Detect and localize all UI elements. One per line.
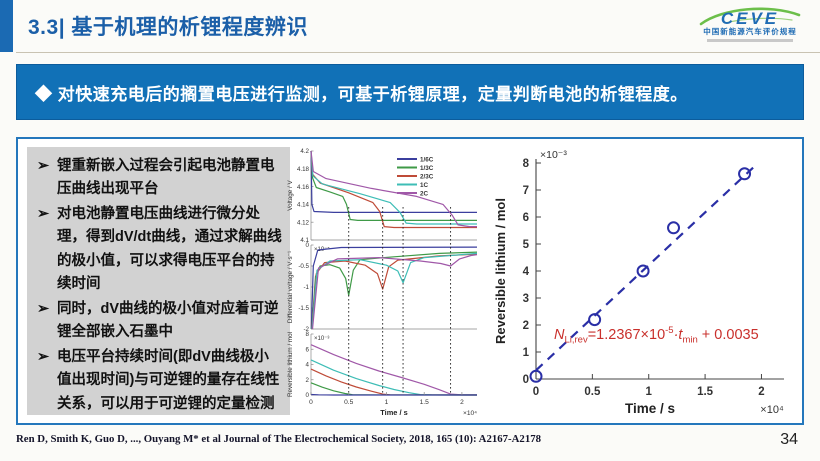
svg-text:8: 8: [306, 331, 310, 338]
logo-subtext-line: [707, 39, 793, 42]
svg-text:2: 2: [460, 399, 464, 406]
equation-symbol: N: [554, 326, 565, 343]
svg-text:0: 0: [306, 392, 310, 399]
svg-text:1C: 1C: [420, 182, 429, 189]
svg-text:8: 8: [523, 158, 530, 170]
svg-text:5: 5: [523, 239, 530, 251]
logo-name: CEVE: [720, 9, 780, 28]
svg-text:3: 3: [523, 293, 529, 305]
arrow-bullet-icon: ➢: [37, 158, 50, 174]
reversible-lithium-scatter: 0 1 2 3 4 5 6 7 8 0 0.5 1 1.5 2 ×10⁻³ Time / s ×10⁴ Rever…: [493, 149, 784, 416]
svg-text:6: 6: [306, 346, 310, 353]
svg-text:0.5: 0.5: [584, 386, 601, 398]
svg-text:2: 2: [306, 377, 310, 384]
svg-text:1: 1: [646, 386, 653, 398]
svg-text:2C: 2C: [420, 190, 429, 197]
svg-text:4.2: 4.2: [300, 148, 309, 155]
svg-text:×10⁻³: ×10⁻³: [540, 149, 567, 161]
svg-text:1/3C: 1/3C: [420, 165, 434, 172]
svg-text:×10⁻³: ×10⁻³: [314, 336, 329, 342]
page-title: 3.3| 基于机理的析锂程度辨识: [28, 16, 308, 39]
svg-text:4.16: 4.16: [297, 184, 310, 191]
svg-text:0.5: 0.5: [344, 399, 353, 406]
svg-text:×10⁴: ×10⁴: [760, 404, 784, 416]
svg-text:2: 2: [758, 386, 764, 398]
svg-text:7: 7: [523, 185, 529, 197]
bullet-list: ➢ 锂重新嵌入过程会引起电池静置电压曲线出现平台 ➢ 对电池静置电压曲线进行微分处理…: [35, 155, 282, 416]
svg-text:0: 0: [523, 374, 529, 386]
svg-text:0: 0: [309, 399, 313, 406]
svg-text:4.1: 4.1: [300, 237, 309, 244]
svg-text:×10⁴: ×10⁴: [463, 410, 477, 417]
relaxation-voltage-chart: 4.2 4.18 4.16 4.14 4.12 4.1 Voltage / V 0 -0.5 -1…: [287, 148, 477, 417]
arrow-bullet-icon: ➢: [37, 205, 50, 222]
svg-text:-0.5: -0.5: [298, 263, 309, 270]
bullet-item: ➢ 同时，dV曲线的极小值对应着可逆锂全部嵌入石墨中: [35, 298, 282, 345]
svg-text:4.18: 4.18: [297, 166, 310, 173]
bullet-panel: ➢ 锂重新嵌入过程会引起电池静置电压曲线出现平台 ➢ 对电池静置电压曲线进行微分处理…: [27, 147, 290, 415]
svg-text:0: 0: [306, 242, 310, 249]
svg-text:4.12: 4.12: [297, 219, 310, 226]
svg-text:6: 6: [523, 212, 529, 224]
bullet-item: ➢ 电压平台持续时间(即dV曲线极小值出现时间)与可逆锂的量存在线性关系，可以用于…: [35, 346, 282, 416]
bullet-text: 电压平台持续时间(即dV曲线极小值出现时间)与可逆锂的量存在线性关系，可以用于可…: [57, 348, 280, 412]
key-point-banner: ◆ 对快速充电后的搁置电压进行监测，可基于析锂原理，定量判断电池的析锂程度。: [16, 64, 804, 120]
bullet-item: ➢ 对电池静置电压曲线进行微分处理，得到dV/dt曲线，通过求解曲线的极小值，可以…: [35, 203, 282, 297]
svg-text:Voltage / V: Voltage / V: [287, 179, 294, 210]
content-box: ➢ 锂重新嵌入过程会引起电池静置电压曲线出现平台 ➢ 对电池静置电压曲线进行微分处理…: [16, 137, 804, 425]
svg-text:4: 4: [523, 266, 530, 278]
svg-text:Time / s: Time / s: [380, 408, 407, 417]
svg-text:Time / s: Time / s: [625, 401, 675, 416]
svg-text:-1.5: -1.5: [298, 305, 309, 312]
citation: Ren D, Smith K, Guo D, ..., Ouyang M* et…: [16, 433, 542, 445]
arrow-bullet-icon: ➢: [37, 300, 50, 317]
fit-equation: NLi,rev=1.2367×10-5·tmin + 0.0035: [554, 325, 759, 346]
svg-text:1: 1: [523, 347, 530, 359]
bullet-text: 同时，dV曲线的极小值对应着可逆锂全部嵌入石墨中: [57, 300, 279, 341]
svg-text:2/3C: 2/3C: [420, 173, 434, 180]
svg-text:-2: -2: [303, 326, 309, 333]
ceve-logo: CEVE 中国新能源汽车评价规程: [690, 2, 810, 42]
logo-tagline: 中国新能源汽车评价规程: [703, 27, 797, 36]
bullet-item: ➢ 锂重新嵌入过程会引起电池静置电压曲线出现平台: [35, 155, 282, 202]
bullet-text: 对电池静置电压曲线进行微分处理，得到dV/dt曲线，通过求解曲线的极小值，可以求…: [57, 205, 282, 293]
header-divider: [16, 52, 820, 53]
svg-text:0: 0: [533, 386, 539, 398]
svg-text:Reversible lithium / mol: Reversible lithium / mol: [287, 332, 294, 397]
page-number: 34: [780, 431, 798, 448]
arrow-bullet-icon: ➢: [37, 348, 50, 365]
car-swoosh-icon: [699, 7, 801, 26]
svg-text:Differential voltage / V·s⁻¹: Differential voltage / V·s⁻¹: [287, 251, 294, 323]
svg-text:4.14: 4.14: [297, 202, 310, 209]
header-accent-bar: [0, 0, 13, 52]
svg-text:Reversible lithium / mol: Reversible lithium / mol: [493, 198, 508, 344]
bullet-text: 锂重新嵌入过程会引起电池静置电压曲线出现平台: [57, 158, 275, 198]
svg-text:-1: -1: [303, 284, 309, 291]
svg-text:2: 2: [523, 320, 529, 332]
svg-text:1: 1: [385, 399, 389, 406]
svg-text:1/6C: 1/6C: [420, 156, 434, 163]
svg-text:1.5: 1.5: [420, 399, 429, 406]
svg-text:4: 4: [306, 362, 310, 369]
svg-text:1.5: 1.5: [697, 386, 714, 398]
reversible-lithium-chart: 0 1 2 3 4 5 6 7 8 0 0.5 1 1.5 2 ×10⁻³ Time / s ×10⁴ Rever…: [492, 147, 800, 423]
